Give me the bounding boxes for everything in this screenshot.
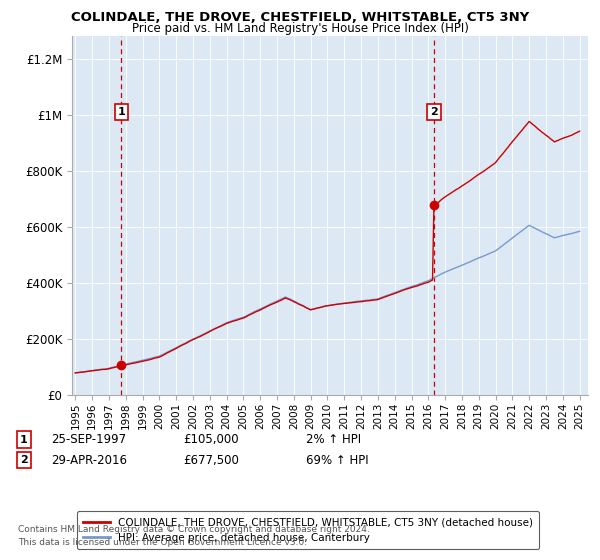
Text: Contains HM Land Registry data © Crown copyright and database right 2024.: Contains HM Land Registry data © Crown c… <box>18 525 370 534</box>
Text: 2% ↑ HPI: 2% ↑ HPI <box>306 433 361 446</box>
Text: 2: 2 <box>20 455 28 465</box>
Text: £105,000: £105,000 <box>183 433 239 446</box>
Text: Price paid vs. HM Land Registry's House Price Index (HPI): Price paid vs. HM Land Registry's House … <box>131 22 469 35</box>
Text: 29-APR-2016: 29-APR-2016 <box>51 454 127 467</box>
Text: 1: 1 <box>118 107 125 117</box>
Legend: COLINDALE, THE DROVE, CHESTFIELD, WHITSTABLE, CT5 3NY (detached house), HPI: Ave: COLINDALE, THE DROVE, CHESTFIELD, WHITST… <box>77 511 539 549</box>
Text: This data is licensed under the Open Government Licence v3.0.: This data is licensed under the Open Gov… <box>18 538 307 547</box>
Text: £677,500: £677,500 <box>183 454 239 467</box>
Text: 25-SEP-1997: 25-SEP-1997 <box>51 433 126 446</box>
Text: 1: 1 <box>20 435 28 445</box>
Text: COLINDALE, THE DROVE, CHESTFIELD, WHITSTABLE, CT5 3NY: COLINDALE, THE DROVE, CHESTFIELD, WHITST… <box>71 11 529 24</box>
Text: 2: 2 <box>430 107 438 117</box>
Text: 69% ↑ HPI: 69% ↑ HPI <box>306 454 368 467</box>
